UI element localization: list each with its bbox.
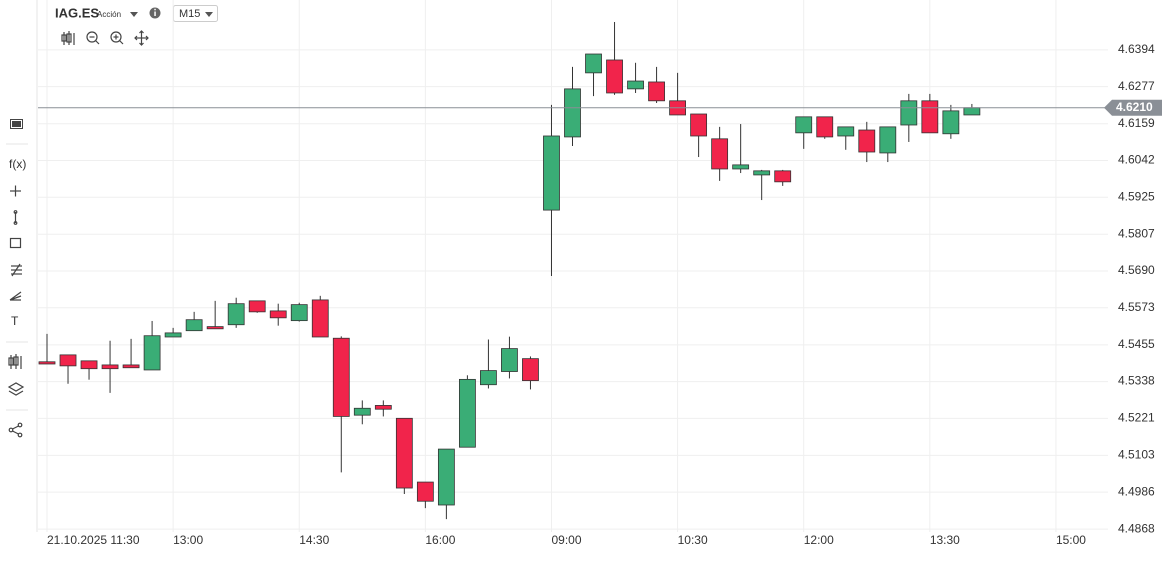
share-button[interactable] [8, 422, 23, 438]
candle-body [480, 370, 497, 386]
candle-body [606, 59, 623, 94]
candle-body [690, 113, 708, 137]
candle-body [332, 337, 350, 417]
candle-body [648, 81, 665, 102]
candle-body [837, 126, 855, 137]
symbol[interactable]: IAG.ES [55, 5, 99, 20]
y-tick-label: 4.6277 [1118, 79, 1155, 93]
candle-body [963, 107, 981, 116]
x-tick-label: 10:30 [678, 533, 708, 547]
y-tick-label: 4.5103 [1118, 448, 1155, 462]
candle-body [458, 378, 476, 448]
y-tick-label: 4.6042 [1118, 153, 1155, 167]
candle-body [816, 116, 834, 138]
x-tick-label: 13:00 [173, 533, 203, 547]
candle-body [122, 364, 140, 369]
pan-button[interactable] [134, 30, 149, 46]
x-tick-label: 21.10.2025 11:30 [47, 533, 140, 547]
y-tick-label: 4.5338 [1118, 374, 1155, 388]
current-price-tag [1104, 99, 1162, 116]
candle-body [374, 405, 392, 410]
x-tick-label: 13:30 [930, 533, 960, 547]
candle-body [101, 364, 119, 370]
candle-body [543, 135, 560, 211]
line-tool-button[interactable] [13, 210, 18, 225]
text-tool-button[interactable]: T [11, 314, 19, 328]
candle-body [900, 100, 918, 126]
candle-body [248, 300, 266, 313]
candle-body [59, 354, 77, 367]
timeframe-dropdown [205, 12, 213, 17]
candle-body [185, 319, 203, 332]
functions-button[interactable]: f(x) [9, 157, 26, 171]
x-tick-label: 15:00 [1056, 533, 1086, 547]
candle-body [732, 164, 750, 170]
info-icon[interactable] [149, 7, 161, 19]
candle-body [416, 481, 434, 502]
candles-button[interactable] [61, 31, 75, 45]
candle-body [774, 170, 792, 183]
candle-body [395, 417, 413, 489]
candle-body [942, 110, 960, 135]
x-tick-label: 09:00 [551, 533, 581, 547]
candle-body [501, 348, 518, 372]
candle-body [879, 126, 897, 154]
plot-area: 4.6394 4.6277 4.6159 4.6042 4.5925 4.5807 4.56… [38, 0, 1162, 547]
candle-body [353, 407, 371, 416]
candle-body [858, 129, 876, 153]
y-tick-label: 4.6394 [1118, 42, 1155, 56]
candle-body [290, 304, 308, 322]
y-tick-label: 4.6159 [1118, 116, 1155, 130]
symbol-dropdown[interactable] [130, 12, 138, 17]
y-tick-label: 4.5925 [1118, 189, 1155, 203]
crosshair-button[interactable] [10, 185, 21, 197]
candle-body [80, 360, 98, 370]
candle-body [143, 335, 161, 371]
y-tick-label: 4.5573 [1118, 300, 1155, 314]
instrument-type: Acción [97, 10, 121, 19]
fibonacci-tool-button[interactable] [11, 263, 22, 277]
y-tick-label: 4.4868 [1118, 521, 1155, 535]
layers-button[interactable] [7, 382, 25, 396]
timeframe[interactable]: M15 [179, 8, 200, 20]
y-tick-label: 4.5221 [1118, 410, 1155, 424]
rectangle-tool-button[interactable] [9, 237, 22, 249]
candle-body [437, 448, 455, 506]
x-tick-label: 16:00 [425, 533, 455, 547]
candle-body [164, 332, 182, 338]
candle-body [564, 88, 581, 138]
candle-body [38, 361, 56, 365]
candle-body [711, 138, 729, 170]
indicators-button[interactable] [8, 354, 22, 369]
candle-body [753, 170, 771, 176]
y-tick-label: 4.5807 [1118, 226, 1155, 240]
candle-body [522, 358, 539, 382]
candle-body [585, 53, 602, 74]
layout-button[interactable] [10, 119, 23, 129]
pitchfork-tool-button[interactable] [9, 291, 22, 301]
candle-body [921, 100, 939, 134]
y-tick-label: 4.5455 [1118, 337, 1155, 351]
y-tick-label: 4.5690 [1118, 263, 1155, 277]
current-price-label: 4.6210 [1116, 100, 1153, 114]
candle-body [206, 326, 224, 330]
candle-body [795, 116, 813, 134]
zoom-in-button[interactable] [110, 31, 124, 45]
candle-body [227, 303, 245, 326]
x-tick-label: 12:00 [804, 533, 834, 547]
candle-body [627, 80, 644, 90]
y-tick-label: 4.4986 [1118, 484, 1155, 498]
x-tick-label: 14:30 [299, 533, 329, 547]
candle-body [311, 299, 329, 338]
candle-body [269, 310, 287, 319]
zoom-out-button[interactable] [86, 31, 100, 45]
